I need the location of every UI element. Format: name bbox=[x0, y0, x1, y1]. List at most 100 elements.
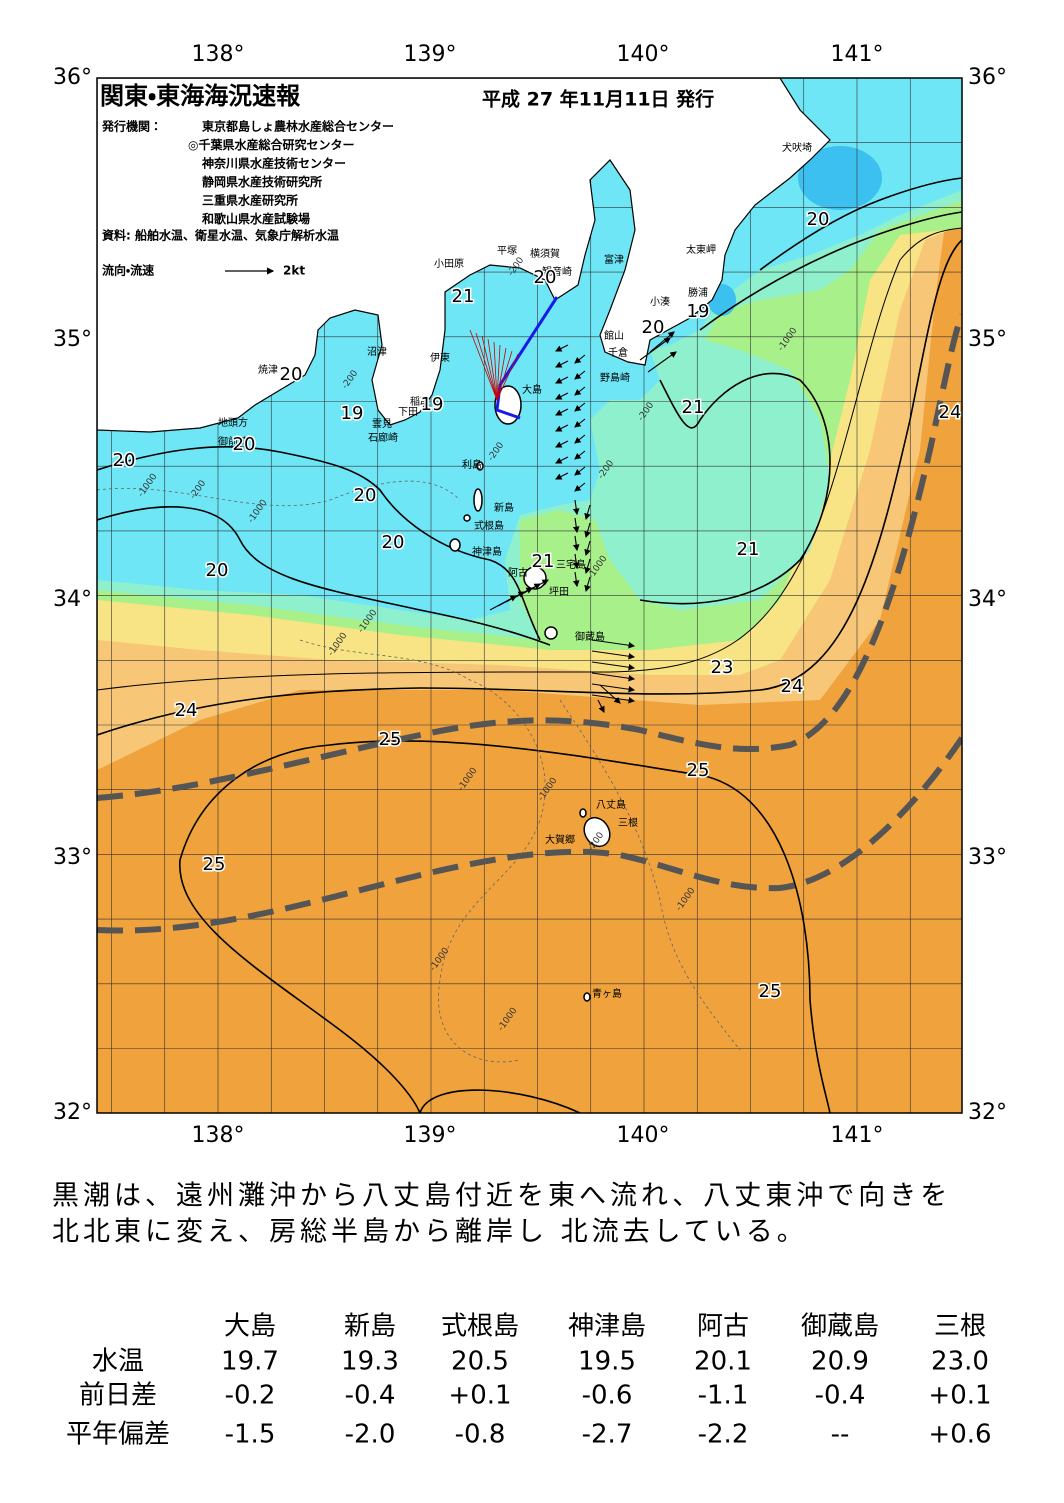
drift-track bbox=[475, 332, 498, 401]
latitude-label: 32° bbox=[53, 1100, 92, 1125]
sea-19 bbox=[798, 146, 882, 210]
place-label: 三宅島 bbox=[556, 558, 586, 571]
current-arrow bbox=[555, 344, 569, 352]
current-arrow bbox=[591, 639, 636, 649]
place-label: 勝浦 bbox=[688, 286, 708, 299]
table-cell: 20.9 bbox=[811, 1347, 869, 1377]
table-cell: -1.1 bbox=[698, 1381, 749, 1411]
isotherm-label: 25 bbox=[687, 760, 710, 781]
kuroshio-edge bbox=[97, 313, 962, 801]
latitude-label: 33° bbox=[968, 845, 1007, 870]
place-label: 雲見 bbox=[372, 418, 392, 430]
isotherm-label: 25 bbox=[759, 981, 782, 1002]
table-cell: -2.2 bbox=[698, 1420, 749, 1450]
row-label: 水温 bbox=[92, 1347, 144, 1377]
isotherm-label: 21 bbox=[682, 397, 705, 418]
current-arrow bbox=[647, 351, 677, 373]
place-label: 式根島 bbox=[474, 519, 504, 532]
issuer: 三重県水産研究所 bbox=[202, 193, 298, 208]
place-label: 館山 bbox=[604, 329, 624, 342]
isotherm-label: 20 bbox=[113, 450, 136, 471]
island bbox=[476, 461, 484, 471]
current-arrow bbox=[555, 376, 569, 384]
current-arrow bbox=[584, 522, 591, 539]
place-label: 焼津 bbox=[258, 364, 278, 376]
current-arrow bbox=[584, 504, 591, 521]
row-label: 平年偏差 bbox=[66, 1420, 170, 1450]
longitude-label: 141° bbox=[831, 1123, 884, 1148]
current-arrow bbox=[555, 360, 569, 368]
issue-date: 平成 27 年11月11日 発行 bbox=[482, 88, 714, 111]
map-header: 関東・東海海況速報 平成 27 年11月11日 発行 発行機関： 資料: 船舶水… bbox=[100, 82, 714, 278]
row-label: 前日差 bbox=[79, 1381, 157, 1411]
current-arrow bbox=[555, 456, 569, 464]
isotherm-label: 20 bbox=[233, 434, 256, 455]
current-arrow bbox=[555, 472, 569, 480]
isotherm-label: 19 bbox=[341, 403, 364, 424]
isotherm-label: 20 bbox=[280, 364, 303, 385]
latitude-label: 36° bbox=[53, 65, 92, 90]
issuer: 和歌山県水産試験場 bbox=[201, 211, 310, 226]
isotherm-label: 21 bbox=[532, 551, 555, 572]
place-label: 富津 bbox=[604, 253, 624, 266]
table-cell: -2.0 bbox=[345, 1420, 396, 1450]
isotherm bbox=[759, 177, 962, 271]
longitude-label: 139° bbox=[404, 42, 457, 67]
place-label: 阿古 bbox=[508, 566, 528, 579]
place-label: 御蔵島 bbox=[575, 630, 605, 643]
place-label: 伊東 bbox=[430, 351, 450, 364]
depth-contour bbox=[559, 699, 741, 1051]
current-arrow bbox=[591, 650, 636, 660]
column-header: 大島 bbox=[224, 1312, 276, 1342]
isotherm bbox=[639, 372, 831, 605]
place-label: 新島 bbox=[494, 501, 514, 514]
isotherm-label: 19 bbox=[421, 394, 444, 415]
table-cell: +0.1 bbox=[928, 1381, 991, 1411]
source: 資料: 船舶水温、衛星水温、気象庁解析水温 bbox=[102, 228, 339, 243]
latitude-label: 35° bbox=[53, 327, 92, 352]
island bbox=[583, 816, 611, 848]
column-header: 御蔵島 bbox=[801, 1312, 879, 1342]
table-cell: -2.7 bbox=[582, 1420, 633, 1450]
table-cell: 19.5 bbox=[578, 1347, 636, 1377]
current-arrow bbox=[555, 424, 569, 432]
place-label: 沼津 bbox=[367, 345, 387, 358]
table-cell: -0.2 bbox=[225, 1381, 276, 1411]
current-arrow bbox=[572, 571, 580, 588]
isotherm-label: 20 bbox=[354, 485, 377, 506]
table-cell: -0.4 bbox=[815, 1381, 866, 1411]
table-cell: +0.1 bbox=[448, 1381, 511, 1411]
current-arrow bbox=[555, 392, 569, 400]
current-arrow bbox=[639, 337, 671, 361]
summary-line: 黒潮は、遠州灘沖から八丈島付近を東へ流れ、八丈東沖で向きを bbox=[52, 1181, 951, 1212]
table-cell: +0.6 bbox=[928, 1420, 991, 1450]
drift-track bbox=[496, 347, 507, 401]
island bbox=[579, 808, 587, 818]
drift-track bbox=[496, 350, 513, 401]
longitude-label: 141° bbox=[831, 42, 884, 67]
current-arrows bbox=[469, 329, 677, 713]
isotherm-label: 24 bbox=[175, 700, 198, 721]
issuer: 神奈川県水産技術センター bbox=[201, 156, 346, 171]
current-arrow bbox=[584, 540, 591, 557]
isotherm bbox=[97, 506, 551, 646]
current-arrow bbox=[574, 466, 586, 476]
isotherm-label: 19 bbox=[687, 301, 710, 322]
current-arrow bbox=[574, 450, 586, 460]
place-label: 下田 bbox=[398, 407, 418, 418]
current-arrow bbox=[591, 661, 636, 671]
place-label: 稲取 bbox=[410, 396, 430, 408]
summary: 黒潮は、遠州灘沖から八丈島付近を東へ流れ、八丈東沖で向きを北北東に変え、房総半島… bbox=[52, 1181, 951, 1248]
drift-track bbox=[481, 335, 498, 401]
current-arrow bbox=[574, 354, 586, 364]
longitude-label: 138° bbox=[192, 1123, 245, 1148]
table-cell: 19.7 bbox=[221, 1347, 279, 1377]
issuer-list: 東京都島しょ農林水産総合センター ◎千葉県水産総合研究センター神奈川県水産技術セン… bbox=[188, 119, 394, 227]
column-header: 式根島 bbox=[441, 1312, 519, 1342]
place-label: 平塚 bbox=[497, 245, 517, 257]
island bbox=[463, 514, 471, 522]
island bbox=[583, 992, 591, 1002]
